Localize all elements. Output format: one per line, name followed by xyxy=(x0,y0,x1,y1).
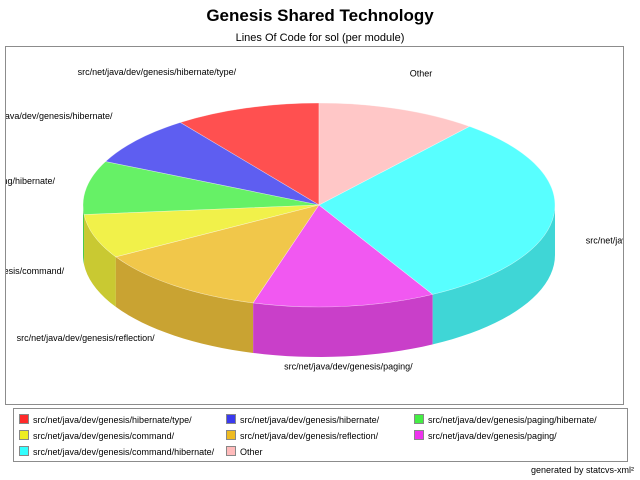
legend-item: src/net/java/dev/genesis/hibernate/ xyxy=(226,414,379,426)
legend-label: src/net/java/dev/genesis/hibernate/type/ xyxy=(33,415,192,425)
legend-label: src/net/java/dev/genesis/command/hiberna… xyxy=(33,447,215,457)
legend-item: src/net/java/dev/genesis/reflection/ xyxy=(226,430,378,442)
pie-slice-side xyxy=(115,256,254,353)
pie-slice[interactable] xyxy=(179,102,320,206)
legend-swatch xyxy=(226,430,236,440)
legend-swatch xyxy=(19,414,29,424)
pie-slice[interactable] xyxy=(115,204,320,304)
pie-slice-label: src/net/java/dev/genesis/hibernate/type/ xyxy=(78,67,237,77)
pie-slice[interactable] xyxy=(318,126,556,295)
legend-item: Other xyxy=(226,446,263,458)
pie-labels: src/net/java/dev/genesis/hibernate/type/… xyxy=(6,67,623,372)
pie-sides xyxy=(83,205,555,357)
pie-slice-label: src/net/java/dev/genesis/command/hiberna… xyxy=(586,236,623,246)
pie-slice-label: src/net/java/dev/genesis/command/ xyxy=(6,266,65,276)
pie-slice-side xyxy=(432,205,555,345)
chart-subtitle: Lines Of Code for sol (per module) xyxy=(235,32,405,44)
legend-item: src/net/java/dev/genesis/paging/ xyxy=(414,430,557,442)
legend-label: src/net/java/dev/genesis/reflection/ xyxy=(240,431,379,441)
pie-slice-side xyxy=(83,205,85,265)
legend: src/net/java/dev/genesis/hibernate/type/… xyxy=(13,408,628,462)
legend-swatch xyxy=(414,430,424,440)
pie-slice[interactable] xyxy=(252,204,434,308)
legend-label: src/net/java/dev/genesis/command/ xyxy=(33,431,175,441)
pie-slice[interactable] xyxy=(318,102,471,206)
legend-swatch xyxy=(414,414,424,424)
legend-label: src/net/java/dev/genesis/hibernate/ xyxy=(240,415,380,425)
legend-item: src/net/java/dev/genesis/hibernate/type/ xyxy=(19,414,192,426)
chart-title: Genesis Shared Technology xyxy=(206,6,434,25)
legend-swatch xyxy=(226,446,236,456)
legend-item: src/net/java/dev/genesis/paging/hibernat… xyxy=(414,414,597,426)
legend-label: src/net/java/dev/genesis/paging/hibernat… xyxy=(428,415,597,425)
pie-slice-side xyxy=(84,214,116,307)
legend-item: src/net/java/dev/genesis/command/hiberna… xyxy=(19,446,214,458)
legend-swatch xyxy=(226,414,236,424)
pie-slice-side xyxy=(253,294,433,357)
legend-swatch xyxy=(19,430,29,440)
pie-slice-label: Other xyxy=(410,68,433,78)
legend-label: Other xyxy=(240,447,263,457)
pie-slice-label: src/net/java/dev/genesis/paging/ xyxy=(284,362,413,372)
pie-chart: src/net/java/dev/genesis/hibernate/type/… xyxy=(6,67,623,372)
legend-swatch xyxy=(19,446,29,456)
generator-credit: generated by statcvs-xml² xyxy=(530,465,634,475)
pie-slice[interactable] xyxy=(83,204,320,258)
legend-label: src/net/java/dev/genesis/paging/ xyxy=(428,431,557,441)
pie-slice-label: src/net/java/dev/genesis/paging/hibernat… xyxy=(6,176,55,186)
pie-slice[interactable] xyxy=(82,161,320,215)
legend-item: src/net/java/dev/genesis/command/ xyxy=(19,430,174,442)
pie-slice-label: src/net/java/dev/genesis/reflection/ xyxy=(17,333,156,343)
pie-tops xyxy=(82,102,556,308)
plot-area: src/net/java/dev/genesis/hibernate/type/… xyxy=(5,46,624,405)
pie-slice[interactable] xyxy=(104,122,320,206)
pie-slice-label: src/net/java/dev/genesis/hibernate/ xyxy=(6,111,113,121)
